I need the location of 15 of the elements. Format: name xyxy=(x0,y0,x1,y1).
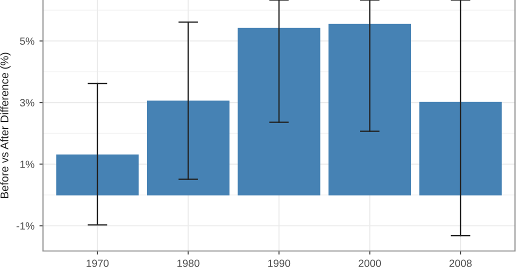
y-tick-label: 3% xyxy=(20,99,34,106)
x-tick-label: 2000 xyxy=(358,260,381,267)
x-tick-label: 1970 xyxy=(86,260,109,267)
bar xyxy=(146,100,230,196)
x-tick-label: 2008 xyxy=(449,260,472,267)
bar xyxy=(238,28,320,196)
bar xyxy=(328,24,412,196)
x-tick-label: 1990 xyxy=(268,260,290,267)
bar xyxy=(419,102,502,196)
bar xyxy=(56,154,139,196)
y-tick-label: 1% xyxy=(20,160,34,168)
y-axis-title: Before vs After Difference (%) xyxy=(0,52,11,198)
y-tick-label: 5% xyxy=(20,38,34,45)
y-tick-label: -1% xyxy=(16,222,34,230)
x-tick-label: 1980 xyxy=(177,260,200,267)
